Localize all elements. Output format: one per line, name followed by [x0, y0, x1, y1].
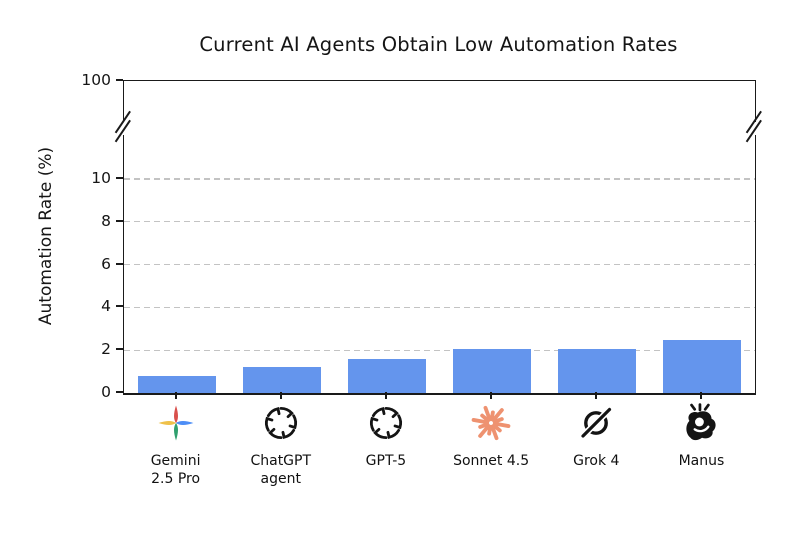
x-tick-mark-ChatGPT agent: [279, 392, 282, 399]
x-tick-slot: [123, 392, 228, 400]
bar-slot: [229, 81, 334, 393]
bar-Grok 4: [558, 349, 637, 393]
gridline-10: [124, 178, 755, 180]
y-tick-mark-6: [116, 262, 123, 265]
claude-starburst-icon: [439, 403, 544, 443]
gemini-sparkle-icon: [123, 404, 228, 442]
y-axis-label: Automation Rate (%): [36, 146, 56, 326]
bar-slot: [545, 81, 650, 393]
bar-Sonnet 4.5: [453, 349, 532, 393]
x-tick-mark-Gemini 2.5 Pro: [174, 392, 177, 399]
category-label-grok-4: Grok 4: [573, 453, 620, 469]
bar-Gemini 2.5 Pro: [137, 375, 216, 393]
bar-Manus: [663, 339, 742, 393]
x-tick-slot: [649, 392, 754, 400]
bar-slot: [650, 81, 755, 393]
category-labels-row: Gemini 2.5 Pro ChatGPT agent GPT-5 Sonne…: [123, 453, 754, 488]
bar-slot: [124, 81, 229, 393]
x-ticks-row: [123, 392, 754, 400]
plot-area: [123, 80, 756, 395]
category-label-sonnet-4-5: Sonnet 4.5: [453, 453, 530, 469]
category-label-chatgpt-agent: ChatGPT agent: [250, 453, 312, 487]
chart-title: Current AI Agents Obtain Low Automation …: [199, 33, 678, 56]
bars-layer: [124, 81, 755, 393]
y-tick-label-0: 0: [101, 383, 111, 401]
gridline-4: [124, 306, 755, 309]
x-tick-slot: [333, 392, 438, 400]
x-tick-slot: [439, 392, 544, 400]
y-tick-mark-0: [116, 391, 123, 393]
grok-icon: [544, 406, 649, 440]
category-label-manus: Manus: [678, 453, 725, 469]
bar-GPT-5: [347, 358, 426, 393]
gridline-2: [124, 349, 755, 351]
y-tick-mark-10: [116, 177, 123, 179]
x-tick-slot: [544, 392, 649, 400]
x-tick-mark-Grok 4: [595, 392, 598, 399]
category-label-gpt-5: GPT-5: [365, 453, 407, 469]
y-tick-label-100: 100: [81, 71, 111, 89]
x-tick-mark-Sonnet 4.5: [490, 392, 493, 399]
y-tick-mark-4: [116, 305, 123, 308]
openai-icon: [228, 405, 333, 441]
manus-hand-icon: [649, 403, 754, 443]
bar-ChatGPT agent: [242, 367, 321, 393]
y-tick-mark-8: [116, 219, 123, 222]
bar-slot: [440, 81, 545, 393]
y-tick-mark-100: [116, 79, 123, 81]
x-tick-slot: [228, 392, 333, 400]
bar-slot: [334, 81, 439, 393]
y-tick-mark-2: [116, 348, 123, 351]
gridline-6: [124, 263, 755, 266]
y-tick-label-2: 2: [101, 340, 111, 359]
x-tick-mark-Manus: [700, 392, 703, 399]
openai-icon: [333, 405, 438, 441]
category-icons-row: [123, 399, 754, 447]
gridline-8: [124, 221, 755, 223]
x-tick-mark-GPT-5: [384, 392, 387, 399]
category-label-gemini-2-5-pro: Gemini 2.5 Pro: [150, 453, 201, 487]
